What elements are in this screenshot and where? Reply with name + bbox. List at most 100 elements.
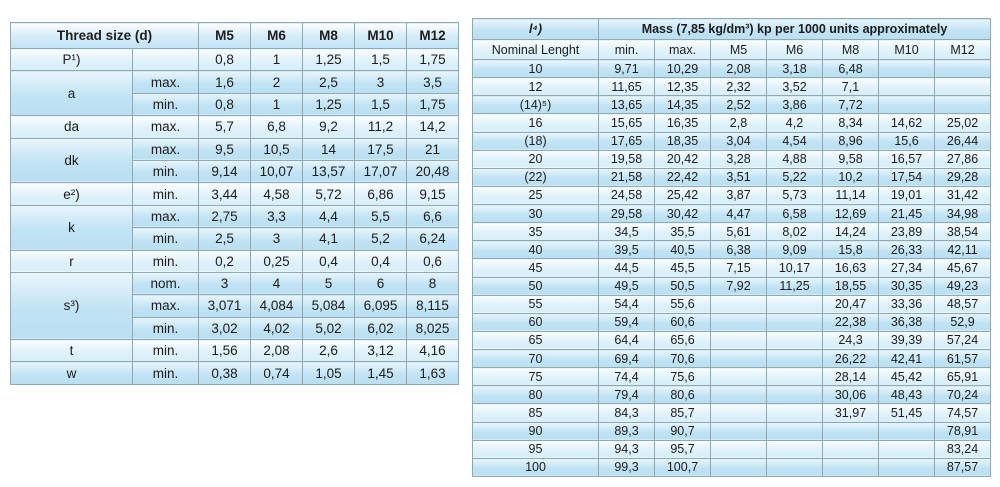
value-cell: 8,025	[406, 316, 460, 341]
value-cell: 0,8	[198, 92, 252, 117]
value-cell: 4,54	[766, 131, 823, 151]
table-row: 45 44,5 45,5 7,15 10,17 16,63 27,34 45,67	[472, 258, 992, 278]
value-cell: 1,25	[302, 92, 356, 117]
value-cell: 70,24	[933, 385, 992, 405]
table-row: s³) nom. 3 4 5 6 8	[10, 271, 460, 341]
value-cell: 4,88	[766, 149, 823, 169]
value-cell: 3,87	[710, 185, 767, 206]
mass-title-header: Mass (7,85 kg/dm³) kp per 1000 units app…	[597, 18, 992, 40]
value-cell: 39,5	[598, 240, 655, 260]
table-row: w min. 0,38 0,74 1,05 1,45 1,63	[10, 361, 460, 385]
value-cell: 6,02	[354, 316, 408, 341]
value-cell: 31,97	[822, 403, 879, 423]
value-cell: 9,71	[598, 58, 655, 79]
value-cell	[710, 439, 767, 459]
value-cell: 100,7	[654, 457, 711, 478]
value-cell: 14,24	[822, 222, 879, 242]
value-cell: 21	[406, 137, 460, 161]
param-cell: r	[10, 249, 133, 273]
thread-table-body: P¹) 0,8 1 1,25 1,5 1,75 a max. 1,6 2 2,5 3 3,5 min. 0,…	[10, 47, 460, 385]
mass-table-body: 10 9,71 10,29 2,08 3,18 6,48 12 11,65 12,35 2,32 3…	[472, 58, 992, 478]
param-cell: dk	[10, 137, 133, 184]
param-cell: w	[10, 361, 133, 385]
length-symbol-header: l⁴)	[472, 18, 599, 40]
value-cell: 44,5	[598, 258, 655, 278]
size-col-m6: M6	[250, 22, 304, 49]
qualifier-cell: max.	[131, 204, 200, 229]
length-cell: (22)	[472, 167, 599, 187]
value-cell: 57,24	[933, 330, 992, 351]
value-cell: 5,72	[302, 182, 356, 206]
col-min: min.	[598, 39, 655, 60]
qualifier-cell: min.	[131, 159, 200, 184]
param-cell: k	[10, 204, 133, 251]
value-cell: 60,6	[654, 312, 711, 332]
value-cell: 1,05	[302, 361, 356, 385]
value-cell: 0,6	[406, 249, 460, 273]
value-cell	[766, 421, 823, 441]
value-cell: 14,2	[406, 115, 460, 139]
value-cell: 3	[354, 70, 408, 94]
value-cell: 3,071	[198, 294, 252, 318]
length-cell: 40	[472, 240, 599, 260]
value-cell: 3,44	[198, 182, 252, 206]
value-cell: 27,34	[878, 258, 935, 278]
qualifier-cell: max.	[131, 294, 200, 318]
length-cell: 70	[472, 348, 599, 369]
value-cell: 39,39	[878, 330, 935, 351]
value-cell: 52,9	[933, 312, 992, 332]
param-cell: da	[10, 115, 133, 139]
value-cell: 0,74	[250, 361, 304, 385]
value-cell: 79,4	[598, 385, 655, 405]
value-cell: 4,4	[302, 204, 356, 229]
value-cell: 7,72	[822, 95, 879, 115]
value-cell: 20,42	[654, 149, 711, 169]
value-cell: 20,47	[822, 294, 879, 314]
value-cell: 9,09	[766, 240, 823, 260]
length-cell: 12	[472, 77, 599, 97]
value-cell: 6,86	[354, 182, 408, 206]
value-cell: 16,35	[654, 113, 711, 133]
value-cell: 3,86	[766, 95, 823, 115]
value-cell: 89,3	[598, 421, 655, 441]
value-cell: 42,41	[878, 348, 935, 369]
value-cell: 59,4	[598, 312, 655, 332]
value-cell: 1	[250, 92, 304, 117]
length-cell: 65	[472, 330, 599, 351]
value-cell: 1,5	[354, 92, 408, 117]
value-cell: 18,35	[654, 131, 711, 151]
value-cell: 74,4	[598, 367, 655, 387]
value-cell: 27,86	[933, 149, 992, 169]
value-cell: 9,2	[302, 115, 356, 139]
size-col-m12: M12	[406, 22, 460, 49]
value-cell	[766, 294, 823, 314]
value-cell: 17,5	[354, 137, 408, 161]
value-cell: 4,02	[250, 316, 304, 341]
value-cell	[710, 385, 767, 405]
length-cell: (14)⁵)	[472, 95, 599, 115]
value-cell: 20,48	[406, 159, 460, 184]
value-cell: 9,58	[822, 149, 879, 169]
value-cell: 4,1	[302, 227, 356, 251]
table-row: k max. 2,75 3,3 4,4 5,5 6,6	[10, 204, 460, 251]
value-cell: 0,38	[198, 361, 252, 385]
value-cell	[822, 457, 879, 478]
col-m5: M5	[710, 39, 767, 60]
value-cell	[766, 385, 823, 405]
value-cell: 2,08	[710, 58, 767, 79]
value-cell: 1	[250, 47, 304, 72]
value-cell: 61,57	[933, 348, 992, 369]
mass-table: l⁴) Mass (7,85 kg/dm³) kp per 1000 units…	[472, 18, 992, 478]
table-row: P¹) 0,8 1 1,25 1,5 1,75	[10, 47, 460, 72]
value-cell: 94,3	[598, 439, 655, 459]
param-cell: P¹)	[10, 47, 133, 72]
table-row: 60 59,4 60,6 22,38 36,38 52,9	[472, 312, 992, 332]
value-cell: 22,38	[822, 312, 879, 332]
table-row: 16 15,65 16,35 2,8 4,2 8,34 14,62 25,02	[472, 113, 992, 133]
value-cell: 7,15	[710, 258, 767, 278]
table-row: 75 74,4 75,6 28,14 45,42 65,91	[472, 367, 992, 387]
value-cell: 8,96	[822, 131, 879, 151]
value-cell: 3,3	[250, 204, 304, 229]
value-cell	[710, 457, 767, 478]
value-cell	[878, 421, 935, 441]
